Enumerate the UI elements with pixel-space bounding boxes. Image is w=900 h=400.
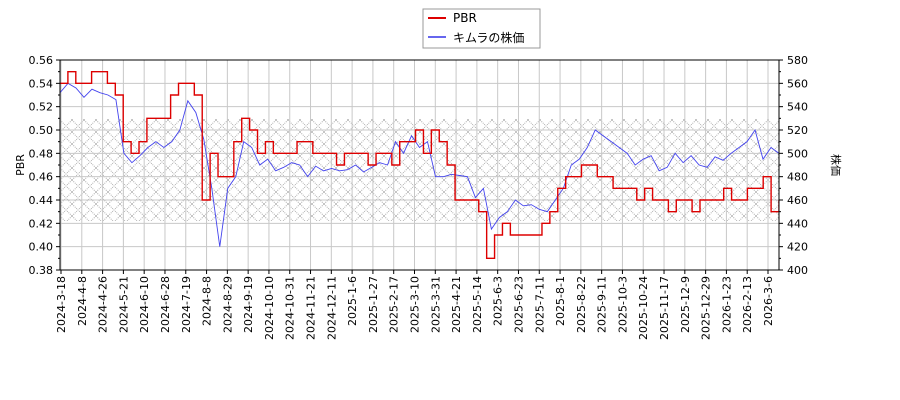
right-tick-label: 500 [787,147,808,160]
left-tick-label: 0.46 [29,171,54,184]
x-tick-label: 2024-12-11 [325,276,338,340]
right-tick-label: 560 [787,77,808,90]
x-tick-label: 2025-11-17 [658,276,671,340]
x-tick-label: 2025-12-29 [700,276,713,340]
right-tick-label: 520 [787,124,808,137]
right-tick-label: 480 [787,171,808,184]
right-tick-label: 440 [787,217,808,230]
left-tick-label: 0.50 [29,124,54,137]
legend-pbr-label: PBR [453,11,477,25]
left-tick-label: 0.56 [29,54,54,67]
x-tick-label: 2024-6-10 [138,276,151,333]
x-tick-label: 2025-1-27 [367,276,380,333]
left-tick-label: 0.38 [29,264,54,277]
x-tick-label: 2025-6-23 [512,276,525,333]
left-axis: 0.38 0.40 0.42 0.44 0.46 0.48 0.50 0.52 0.54 0.56 [29,54,60,277]
right-axis-title: 株価 [829,154,843,176]
left-tick-label: 0.48 [29,147,54,160]
x-tick-label: 2025-12-9 [679,276,692,333]
x-tick-label: 2024-10-31 [284,276,297,340]
x-tick-label: 2024-4-8 [76,276,89,326]
left-tick-label: 0.54 [29,77,54,90]
x-tick-label: 2024-10-10 [263,276,276,340]
legend-price-label: キムラの株価 [453,30,524,45]
x-tick-label: 2025-5-14 [471,276,484,333]
left-tick-label: 0.52 [29,101,54,114]
x-tick-label: 2025-6-3 [492,276,505,326]
x-tick-label: 2025-10-3 [616,276,629,333]
x-tick-label: 2025-2-17 [388,276,401,333]
right-tick-label: 460 [787,194,808,207]
x-tick-label: 2024-8-29 [221,276,234,333]
right-tick-label: 580 [787,54,808,67]
x-tick-label: 2025-8-1 [554,276,567,326]
pbr-series-line [60,70,779,260]
left-tick-label: 0.44 [29,194,54,207]
x-tick-label: 2025-3-31 [429,276,442,333]
left-tick-label: 0.42 [29,217,54,230]
x-tick-label: 2025-3-10 [409,276,422,333]
x-tick-label: 2024-6-28 [159,276,172,333]
x-tick-label: 2025-9-11 [596,276,609,333]
x-tick-label: 2024-5-21 [117,276,130,333]
x-tick-label: 2024-4-26 [97,276,110,333]
left-tick-label: 0.40 [29,241,54,254]
x-tick-label: 2025-1-6 [346,276,359,326]
left-axis-title: PBR [14,154,27,176]
x-tick-label: 2025-8-22 [575,276,588,333]
x-tick-label: 2024-11-21 [305,276,318,340]
x-tick-label: 2026-2-13 [741,276,754,333]
x-tick-label: 2025-4-21 [450,276,463,333]
right-tick-label: 540 [787,101,808,114]
x-tick-label: 2026-3-6 [762,276,775,326]
right-tick-label: 420 [787,241,808,254]
x-tick-label: 2025-10-24 [637,276,650,340]
x-tick-label: 2024-9-19 [242,276,255,333]
x-tick-label: 2025-7-11 [533,276,546,333]
shaded-band [60,119,779,221]
price-series-line [60,82,779,247]
x-tick-label: 2024-8-8 [201,276,214,326]
legend: PBR キムラの株価 [422,8,541,49]
x-tick-label: 2024-7-19 [180,276,193,333]
x-axis: 2024-3-18 2024-4-8 2024-4-26 2024-5-21 2024-… [55,270,775,340]
x-tick-label: 2026-1-23 [720,276,733,333]
right-axis: 400 420 440 460 480 500 520 540 560 580 [779,54,808,277]
x-tick-label: 2024-3-18 [55,276,68,333]
right-tick-label: 400 [787,264,808,277]
